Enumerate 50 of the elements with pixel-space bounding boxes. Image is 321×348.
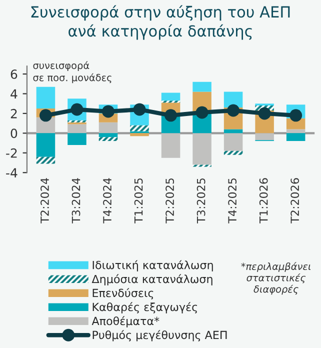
point xyxy=(196,106,208,119)
x-tick-label: T4:2025 xyxy=(228,178,237,224)
bar xyxy=(98,137,118,142)
bar xyxy=(98,133,118,138)
y-tick-label: 6 xyxy=(10,69,18,79)
y-tick-label: -2 xyxy=(6,148,17,158)
legend-label: Αποθέματα* xyxy=(92,316,160,328)
x-tick-label: T2:2026 xyxy=(290,178,300,224)
x-tick-label: T3:2024 xyxy=(72,178,80,224)
point xyxy=(227,104,240,117)
bar xyxy=(36,133,56,157)
text: *περιλαμβάνει στατιστικές διαφορές xyxy=(241,262,311,295)
x-tick-label: T3:2025 xyxy=(196,178,206,224)
y-tick-label: 0 xyxy=(10,128,18,138)
x-tick-label: T2:2025 xyxy=(166,178,174,224)
bar xyxy=(224,129,243,134)
bar xyxy=(192,133,212,165)
point xyxy=(39,109,52,122)
y-tick-label: 2 xyxy=(10,108,17,118)
bar xyxy=(224,133,243,151)
legend-label: Ιδιωτική κατανάλωση xyxy=(92,260,213,272)
x-tick-label: T2:2024 xyxy=(40,178,49,224)
bar xyxy=(36,86,56,109)
bar xyxy=(224,150,243,155)
y-axis-title: συνεισφορά σε ποσ. μονάδες xyxy=(33,61,112,84)
legend-label: Καθαρές εξαγωγές xyxy=(92,302,197,314)
bar xyxy=(286,129,306,134)
bar xyxy=(255,133,274,140)
legend-label: Ρυθμός μεγέθυνσης ΑΕΠ xyxy=(92,330,227,342)
x-tick-label: T4:2024 xyxy=(103,178,112,224)
point xyxy=(102,105,114,118)
legend-label: Επενδύσεις xyxy=(92,288,154,300)
bar xyxy=(130,133,149,136)
bar xyxy=(286,133,306,142)
y-tick-label: 4 xyxy=(10,89,18,98)
y-tick-label: -4 xyxy=(6,168,18,178)
bar xyxy=(161,133,180,158)
point xyxy=(164,109,178,122)
x-tick-label: T1:2025 xyxy=(134,178,143,224)
legend-label: Δημόσια κατανάλωση xyxy=(92,274,212,286)
bar xyxy=(68,124,86,134)
bar xyxy=(161,92,180,101)
chart-title: Συνεισφορά στην αύξηση του ΑΕΠ ανά κατηγορία δαπάνης xyxy=(31,5,290,40)
x-tick-label: T1:2026 xyxy=(259,178,268,224)
bar xyxy=(98,122,118,134)
bar xyxy=(130,125,149,132)
bar xyxy=(36,156,56,164)
point xyxy=(258,107,271,120)
bar xyxy=(68,133,86,145)
bar xyxy=(192,82,212,92)
